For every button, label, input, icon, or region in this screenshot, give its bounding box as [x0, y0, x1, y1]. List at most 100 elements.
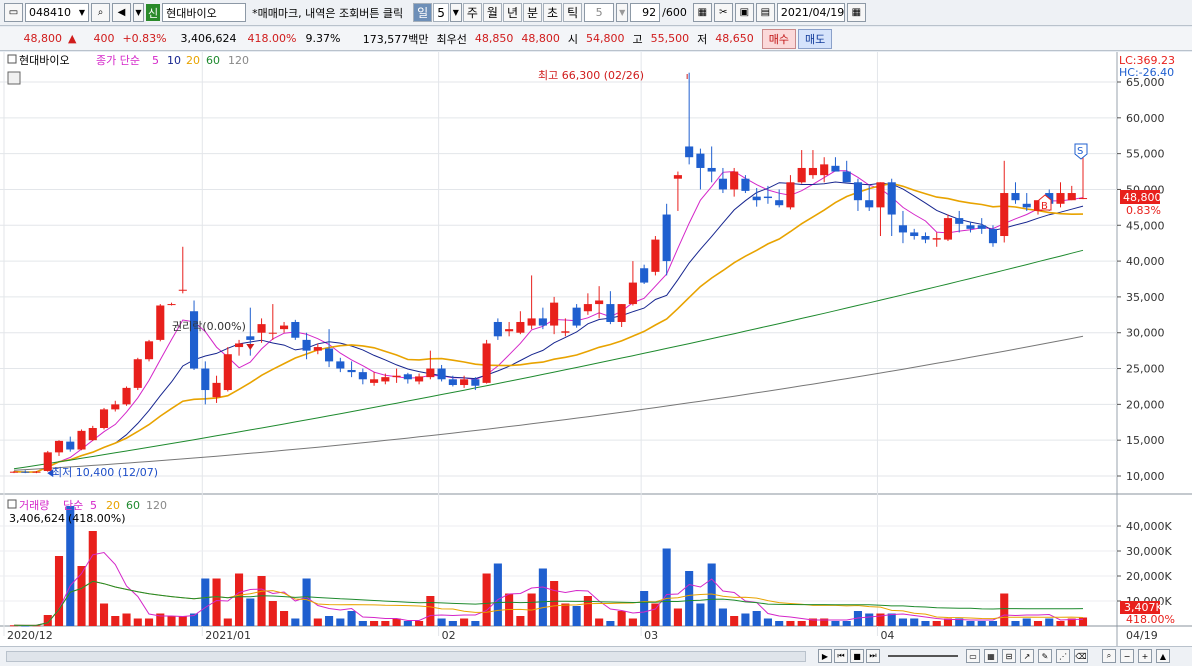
menu-icon[interactable]: ▭ [4, 3, 23, 22]
candle-body [718, 178, 727, 190]
chevron-down-icon[interactable]: ▼ [78, 8, 85, 17]
volume-bar [707, 563, 716, 626]
price-tick-label: 65,000 [1126, 76, 1165, 89]
tab-second[interactable]: 초 [543, 3, 563, 22]
date-input[interactable]: 2021/04/19 [776, 3, 845, 22]
zoom-in-icon[interactable]: + [1138, 649, 1152, 663]
scroll-next-icon[interactable]: ▶ [818, 649, 832, 663]
legend-ma60: 60 [206, 54, 220, 67]
notice-text: *매매마크, 내역은 조회버튼 클릭 [252, 6, 404, 20]
trade-amount: 173,577백만 [362, 32, 429, 46]
candle-body [673, 175, 682, 179]
volume-bar [775, 621, 784, 626]
candle-body [235, 343, 244, 348]
search-icon[interactable]: ⌕ [1102, 649, 1116, 663]
volume-bar [493, 563, 502, 626]
chevron-down-icon[interactable]: ▼ [133, 3, 144, 22]
tab-day-count[interactable]: 5 [433, 3, 449, 22]
grid-icon[interactable]: ▦ [692, 3, 712, 22]
legend-checkbox-icon[interactable] [7, 54, 17, 64]
volume-bar [1067, 618, 1076, 626]
volume-bar [88, 531, 97, 626]
price-tick-label: 15,000 [1126, 434, 1165, 447]
candle-body [426, 368, 435, 378]
split-icon[interactable]: ⊟ [1002, 649, 1016, 663]
grid-toggle-icon[interactable] [7, 71, 21, 85]
volume-bar [21, 625, 30, 627]
candle-body [381, 377, 390, 382]
layout-icon[interactable]: ▦ [984, 649, 998, 663]
print-icon[interactable]: ▤ [755, 3, 775, 22]
line-tool-icon[interactable]: ↗ [1020, 649, 1034, 663]
volume-ma5-line [13, 551, 1084, 626]
quote-bar: 48,800 ▲ 400 +0.83% 3,406,624 418.00% 9.… [0, 27, 1192, 51]
tab-tick[interactable]: 틱 [563, 3, 583, 22]
candle-body [831, 165, 840, 172]
volume-bar [437, 618, 446, 626]
max-price-annotation: 최고 66,300 (02/26) [538, 69, 644, 82]
signal-marker-s-text: S [1077, 146, 1083, 157]
count-input[interactable]: 92 [630, 3, 661, 22]
tab-year[interactable]: 년 [502, 3, 522, 22]
save-icon[interactable]: ▣ [734, 3, 754, 22]
candle-body [741, 178, 750, 191]
legend-ma5: 5 [152, 54, 159, 67]
volume-bar [1022, 618, 1031, 626]
candle-body [932, 238, 941, 240]
sell-button[interactable]: 매도 [797, 28, 833, 49]
volume-bar [313, 618, 322, 626]
stock-name-field[interactable]: 현대바이오 [162, 3, 247, 22]
tab-day[interactable]: 일 [413, 3, 433, 22]
volume-legend-ma20: 20 [106, 499, 120, 512]
zoom-slider[interactable] [888, 655, 958, 657]
candle-body [415, 376, 424, 382]
candle-body [493, 321, 502, 337]
scroll-track[interactable] [6, 651, 806, 662]
tab-minute[interactable]: 분 [523, 3, 543, 22]
tab-week[interactable]: 주 [462, 3, 482, 22]
expand-icon[interactable]: ▲ [1156, 649, 1170, 663]
draw-icon[interactable]: ✎ [1038, 649, 1052, 663]
chevron-down-icon[interactable]: ▼ [449, 3, 462, 22]
volume-bar [910, 618, 919, 626]
zoom-out-icon[interactable]: − [1120, 649, 1134, 663]
volume-legend-checkbox-icon[interactable] [7, 499, 17, 509]
volume-bar [302, 578, 311, 626]
calendar-icon[interactable]: ▦ [846, 3, 866, 22]
buy-button[interactable]: 매수 [761, 28, 796, 49]
zoom-icon[interactable]: ▭ [966, 649, 980, 663]
candle-body [122, 387, 131, 405]
candle-body [966, 225, 975, 229]
candle-body [752, 196, 761, 201]
volume-bar [932, 621, 941, 626]
search-icon[interactable]: ⌕ [91, 3, 110, 22]
volume-bar [595, 618, 604, 626]
scroll-first-icon[interactable]: ⏮ [834, 649, 848, 663]
candle-body [685, 146, 694, 158]
candle-body [21, 471, 30, 473]
tool-icon[interactable]: ✂ [713, 3, 733, 22]
chevron-down-icon[interactable]: ▼ [616, 3, 629, 22]
volume-bar [392, 618, 401, 626]
stock-chart[interactable]: 10,000 15,000 20,000 25,000 30,000 35,000 40,0… [0, 52, 1192, 646]
volume-bar [696, 603, 705, 626]
volume-bar [662, 548, 671, 626]
volume-legend-ma-type: 단순 [63, 499, 83, 512]
scroll-bar[interactable]: ▶ ⏮ ■ ⏭ ▭ ▦ ⊟ ↗ ✎ ⋰ ⌫ ⌕ − + ▲ [0, 646, 1192, 666]
volume-bar [325, 616, 334, 626]
speaker-icon[interactable]: ◀ [112, 3, 131, 22]
volume-bar [122, 613, 131, 626]
scroll-last-icon[interactable]: ⏭ [866, 649, 880, 663]
stop-icon[interactable]: ■ [850, 649, 864, 663]
pattern-icon[interactable]: ⋰ [1056, 649, 1070, 663]
low-label: 저 [697, 32, 708, 46]
candle-body [853, 182, 862, 201]
tab-month[interactable]: 월 [482, 3, 502, 22]
tick-value-input[interactable]: 5 [584, 3, 615, 22]
stock-code-input[interactable]: 048410 ▼ [25, 3, 89, 22]
volume-bar [347, 611, 356, 626]
candle-body [302, 339, 311, 351]
erase-icon[interactable]: ⌫ [1074, 649, 1088, 663]
volume-bar [223, 618, 232, 626]
legend-ma10: 10 [167, 54, 181, 67]
